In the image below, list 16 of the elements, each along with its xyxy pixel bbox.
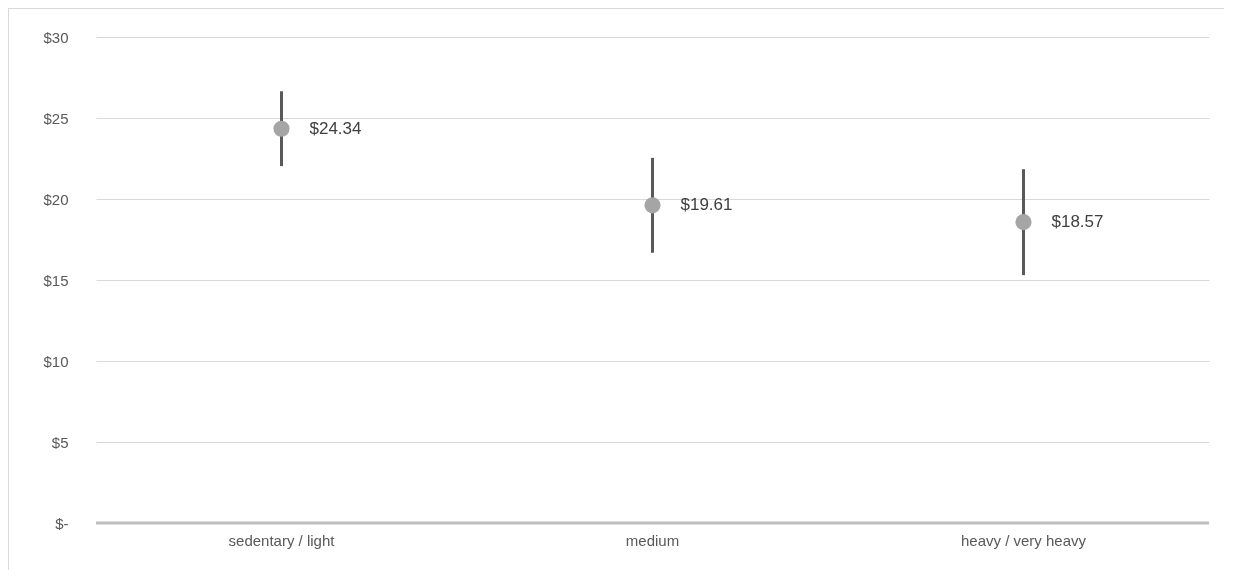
point (1015, 214, 1032, 231)
y-tick-label: $20 (43, 190, 69, 208)
y-tick-label: $15 (43, 271, 69, 289)
y-tick-label: $- (55, 514, 69, 532)
data-label: $24.34 (309, 118, 362, 138)
y-tick-label: $10 (43, 352, 69, 370)
x-tick-label: medium (625, 531, 680, 549)
y-tick-label: $30 (43, 28, 69, 46)
y-tick-label: $25 (43, 109, 69, 127)
x-tick-label: heavy / very heavy (960, 531, 1087, 549)
y-tick-label: $5 (51, 433, 69, 451)
x-tick-label: sedentary / light (228, 531, 336, 549)
point (644, 197, 661, 214)
data-label: $19.61 (680, 195, 733, 215)
point (273, 120, 290, 137)
data-label: $18.57 (1051, 212, 1104, 232)
